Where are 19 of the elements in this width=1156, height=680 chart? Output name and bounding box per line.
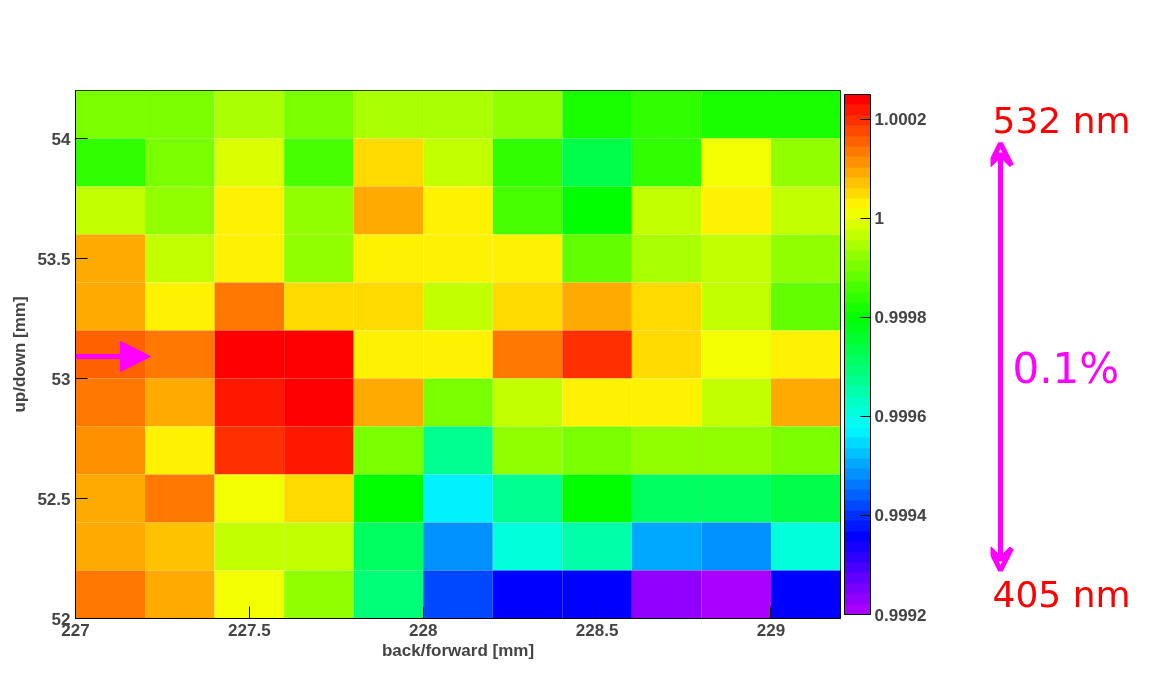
- x-tick-label: 228.5: [575, 620, 619, 640]
- text: 405 nm: [992, 574, 1131, 616]
- color-bar-label: 0.9998: [874, 308, 927, 328]
- text: 0.1%: [1012, 344, 1120, 394]
- y-tick-label: 53: [51, 369, 71, 389]
- x-tick-label: 228: [409, 620, 438, 640]
- color-bar-label: 1.0002: [874, 110, 927, 130]
- text: 532 nm: [992, 99, 1131, 141]
- x-tick-label: 227.5: [228, 620, 271, 640]
- y-axis-title: up/down [mm]: [10, 296, 30, 413]
- color-bar-label: 0.9992: [874, 605, 927, 625]
- y-tick-label: 54: [51, 129, 72, 149]
- color-bar-label: 1: [874, 209, 884, 229]
- y-tick-label: 52.5: [37, 489, 71, 509]
- color-bar-label: 0.9996: [874, 407, 927, 427]
- x-axis-title: back/forward [mm]: [381, 640, 535, 660]
- color-bar-label: 0.9994: [874, 506, 928, 526]
- y-tick-label: 53.5: [37, 249, 71, 269]
- x-tick-label: 229: [756, 620, 786, 640]
